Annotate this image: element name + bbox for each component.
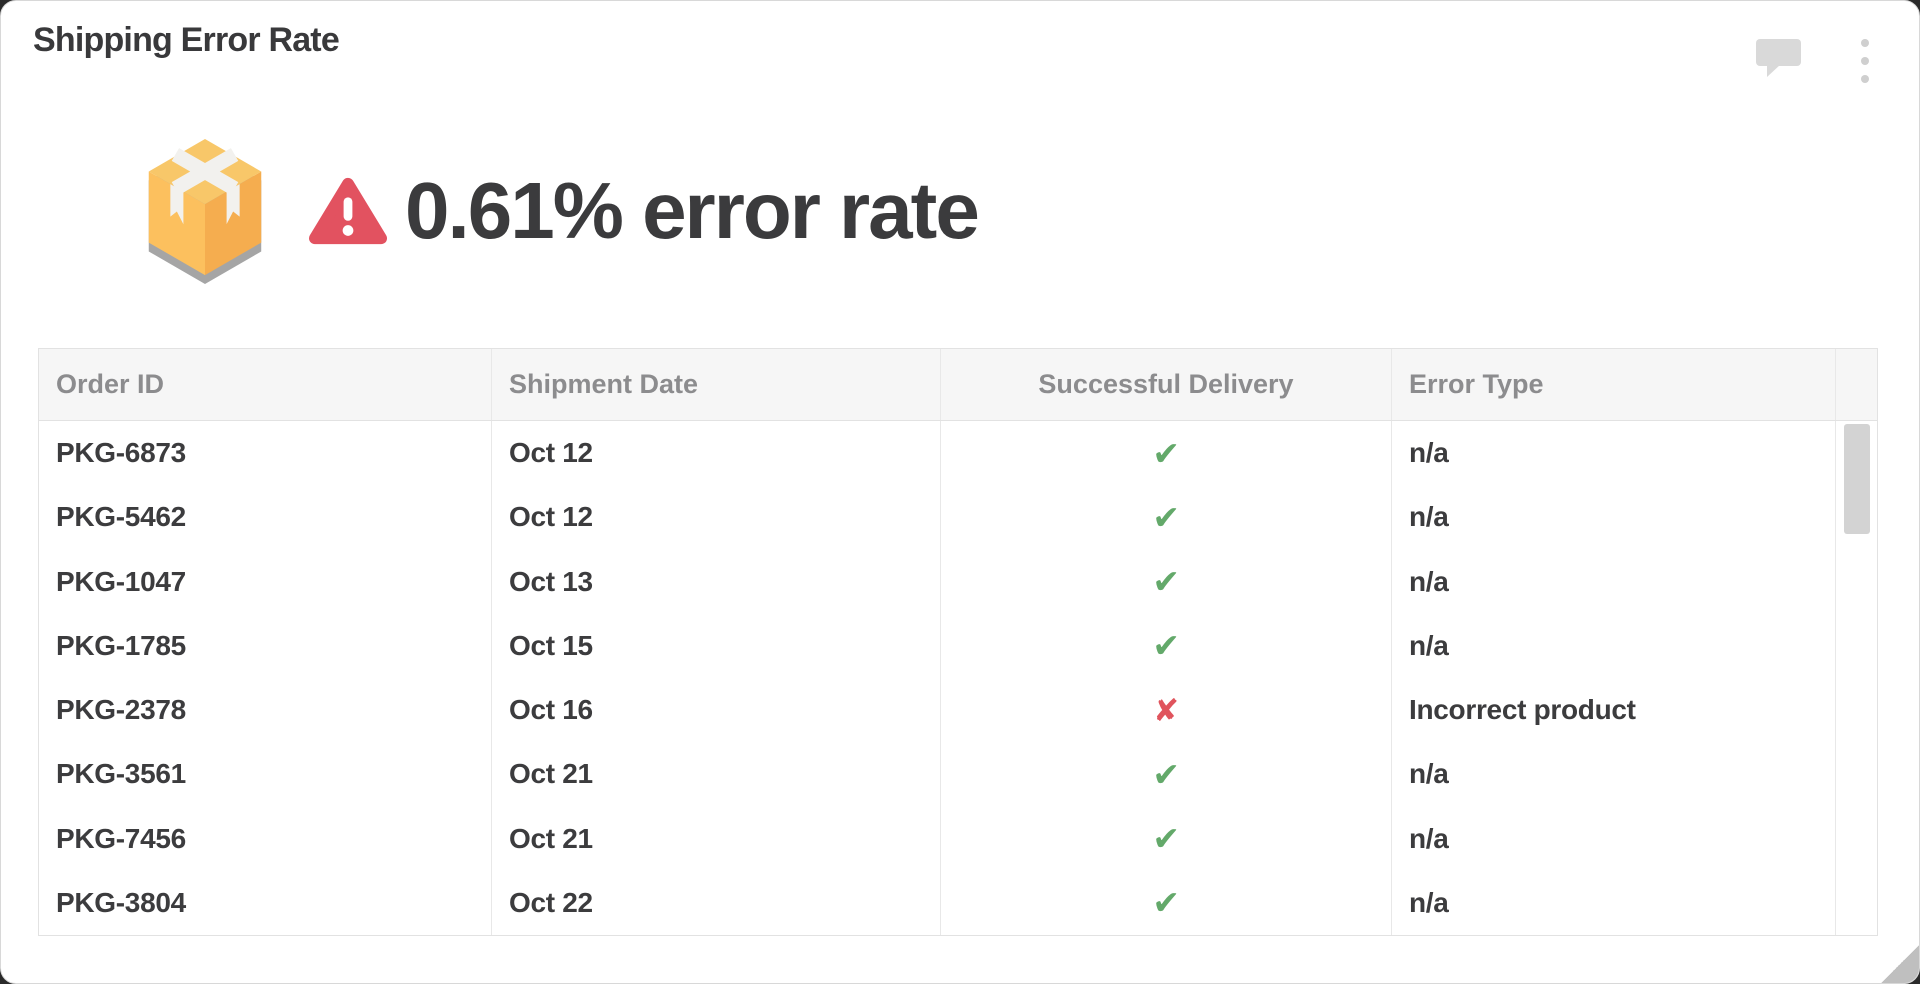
warning-triangle-icon — [309, 177, 387, 245]
delivery-status-icon: ✔ — [1152, 884, 1180, 922]
delivery-status-icon: ✔ — [1152, 434, 1180, 472]
error-type-cell: n/a — [1392, 485, 1836, 550]
order-id-cell: PKG-2378 — [39, 678, 492, 743]
kpi-value: 0.61% error rate — [405, 166, 980, 255]
shipments-table: Order ID Shipment Date Successful Delive… — [38, 348, 1878, 936]
error-type-cell: n/a — [1392, 742, 1836, 807]
error-type-cell: n/a — [1392, 870, 1836, 935]
error-type-cell: n/a — [1392, 613, 1836, 678]
order-id-cell: PKG-3561 — [39, 742, 492, 807]
scrollbar-thumb[interactable] — [1844, 424, 1870, 534]
table-row: PKG-3561 Oct 21 ✔ n/a — [39, 742, 1877, 807]
table-row: PKG-2378 Oct 16 ✘ Incorrect product — [39, 678, 1877, 743]
table-row: PKG-6873 Oct 12 ✔ n/a — [39, 421, 1877, 486]
shipment-date-cell: Oct 21 — [492, 806, 941, 871]
order-id-cell: PKG-6873 — [39, 421, 492, 486]
package-icon — [148, 138, 262, 284]
error-type-cell: Incorrect product — [1392, 678, 1836, 743]
column-header-shipment-date: Shipment Date — [492, 349, 941, 420]
shipment-date-cell: Oct 16 — [492, 678, 941, 743]
error-type-cell: n/a — [1392, 421, 1836, 486]
kebab-menu-icon[interactable] — [1861, 39, 1869, 93]
delivery-status-icon: ✔ — [1152, 627, 1180, 665]
column-header-successful-delivery: Successful Delivery — [941, 349, 1392, 420]
table-row: PKG-3804 Oct 22 ✔ n/a — [39, 870, 1877, 935]
page-title: Shipping Error Rate — [33, 21, 340, 59]
kpi-section: 0.61% error rate — [131, 123, 980, 299]
table-row: PKG-5462 Oct 12 ✔ n/a — [39, 485, 1877, 550]
resize-handle[interactable] — [1881, 945, 1919, 983]
table-header-row: Order ID Shipment Date Successful Delive… — [39, 349, 1877, 421]
delivery-status-icon: ✘ — [1153, 692, 1179, 728]
table-row: PKG-7456 Oct 21 ✔ n/a — [39, 806, 1877, 871]
delivery-status-icon: ✔ — [1152, 820, 1180, 858]
order-id-cell: PKG-7456 — [39, 806, 492, 871]
shipment-date-cell: Oct 12 — [492, 485, 941, 550]
kebab-dot — [1861, 75, 1869, 83]
scrollbar-gutter-header — [1836, 349, 1877, 420]
delivery-status-icon: ✔ — [1152, 755, 1180, 793]
shipment-date-cell: Oct 22 — [492, 870, 941, 935]
comment-bubble-icon[interactable] — [1756, 39, 1801, 77]
table-body: PKG-6873 Oct 12 ✔ n/a PKG-5462 Oct 12 ✔ … — [39, 421, 1877, 935]
shipment-date-cell: Oct 15 — [492, 613, 941, 678]
comment-bubble-body — [1756, 39, 1801, 66]
kebab-dot — [1861, 57, 1869, 65]
order-id-cell: PKG-5462 — [39, 485, 492, 550]
kebab-dot — [1861, 39, 1869, 47]
error-type-cell: n/a — [1392, 806, 1836, 871]
shipment-date-cell: Oct 13 — [492, 549, 941, 614]
column-header-error-type: Error Type — [1392, 349, 1836, 420]
order-id-cell: PKG-1785 — [39, 613, 492, 678]
order-id-cell: PKG-3804 — [39, 870, 492, 935]
table-row: PKG-1047 Oct 13 ✔ n/a — [39, 549, 1877, 614]
delivery-status-icon: ✔ — [1152, 563, 1180, 601]
table-row: PKG-1785 Oct 15 ✔ n/a — [39, 613, 1877, 678]
delivery-status-icon: ✔ — [1152, 498, 1180, 536]
comment-bubble-tail — [1767, 65, 1780, 77]
column-header-order-id: Order ID — [39, 349, 492, 420]
error-type-cell: n/a — [1392, 549, 1836, 614]
shipment-date-cell: Oct 12 — [492, 421, 941, 486]
shipment-date-cell: Oct 21 — [492, 742, 941, 807]
order-id-cell: PKG-1047 — [39, 549, 492, 614]
